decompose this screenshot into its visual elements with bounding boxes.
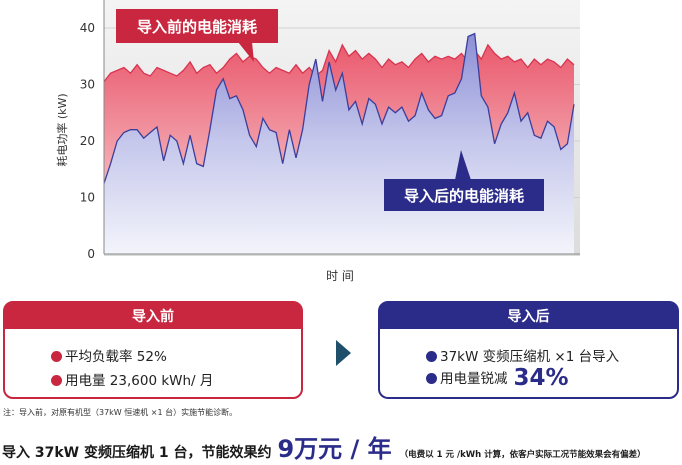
blue-bullet-icon bbox=[426, 351, 437, 362]
before-card: 导入前 平均负载率 52% 用电量 23,600 kWh/ 月 bbox=[3, 301, 303, 399]
summary-savings-value: 9万元 / 年 bbox=[277, 435, 392, 463]
after-callout-pointer bbox=[455, 150, 471, 180]
arrow-right-icon bbox=[336, 340, 351, 366]
before-card-title: 导入前 bbox=[5, 303, 301, 329]
blue-bullet-icon bbox=[426, 373, 437, 384]
power-usage-text: 用电量 23,600 kWh/ 月 bbox=[65, 373, 214, 389]
y-tick-label: 10 bbox=[80, 191, 95, 205]
before-callout: 导入前的电能消耗 bbox=[116, 9, 278, 43]
series-line-before bbox=[103, 43, 575, 83]
footnote: 注：导入前，对原有机型（37kW 恒速机 ×1 台）实施节能诊断。 bbox=[3, 408, 238, 417]
axes: 0 10 20 30 40 bbox=[80, 0, 580, 261]
after-card-line-1: 37kW 变频压缩机 ×1 台导入 bbox=[426, 345, 619, 365]
y-tick-label: 0 bbox=[87, 247, 95, 261]
after-callout-label: 导入后的电能消耗 bbox=[403, 186, 524, 205]
y-tick-label: 20 bbox=[80, 134, 95, 148]
reduction-label: 用电量锐减 bbox=[440, 371, 508, 387]
red-bullet-icon bbox=[51, 351, 62, 362]
after-card-line-2: 用电量锐减 34% bbox=[426, 365, 569, 391]
reduction-value: 34% bbox=[513, 365, 569, 391]
y-tick-label: 30 bbox=[80, 78, 95, 92]
avg-load-rate-text: 平均负载率 52% bbox=[65, 349, 167, 365]
y-axis-label: 耗电功率 (kW) bbox=[55, 93, 69, 166]
series-line-after bbox=[103, 32, 575, 184]
compressor-text: 37kW 变频压缩机 ×1 台导入 bbox=[440, 349, 620, 365]
before-callout-label: 导入前的电能消耗 bbox=[136, 17, 257, 36]
red-bullet-icon bbox=[51, 375, 62, 386]
after-card: 导入后 37kW 变频压缩机 ×1 台导入 用电量锐减 34% bbox=[378, 301, 679, 399]
before-callout-pointer bbox=[238, 42, 254, 62]
after-card-title: 导入后 bbox=[380, 303, 677, 329]
power-consumption-chart: 0 10 20 30 40 耗电功率 (kW) 时 间 bbox=[55, 0, 580, 283]
summary-note: （电费以 1 元 /kWh 计算，依客户实际工况节能效果会有偏差） bbox=[399, 450, 646, 460]
summary-footer: 导入 37kW 变频压缩机 1 台，节能效果约 9万元 / 年 （电费以 1 元… bbox=[2, 429, 682, 463]
y-tick-label: 40 bbox=[80, 21, 95, 35]
before-card-line-2: 用电量 23,600 kWh/ 月 bbox=[51, 369, 213, 389]
before-card-line-1: 平均负载率 52% bbox=[51, 345, 167, 365]
after-callout: 导入后的电能消耗 bbox=[384, 179, 544, 211]
x-axis-label: 时 间 bbox=[326, 269, 354, 283]
summary-main-text: 导入 37kW 变频压缩机 1 台，节能效果约 bbox=[2, 445, 272, 461]
